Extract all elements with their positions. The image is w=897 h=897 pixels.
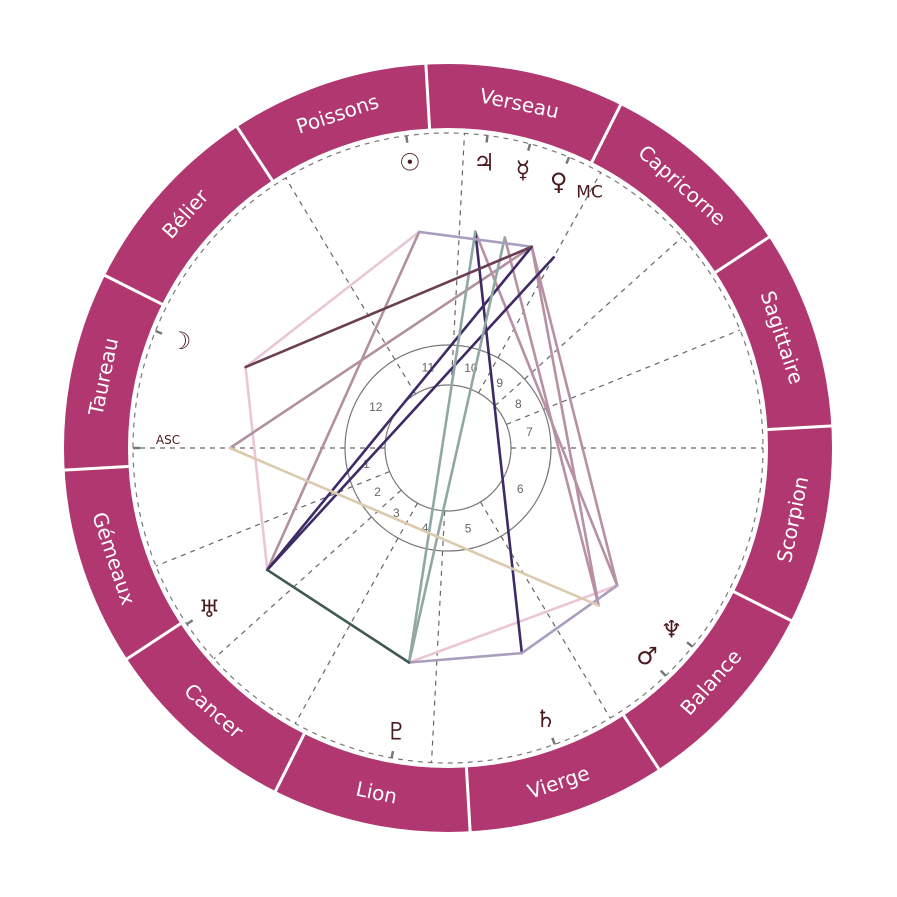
aspect-asc-mars (228, 446, 600, 607)
planet-glyphs: ☉ ♃ ☿ ♀ ☽ ♅ ♇ ♄ ♂♆ ASC MC (133, 135, 694, 759)
house-number: 7 (526, 425, 533, 439)
sun-icon: ☉ (399, 149, 421, 177)
aspect-jupiter-saturn (474, 230, 524, 655)
sign-divider (766, 424, 833, 432)
aspect-pluto-neptune (407, 584, 619, 664)
aspect-moon-uranus (244, 365, 269, 572)
sign-divider (63, 464, 130, 472)
degree-circle (132, 132, 764, 764)
house-number: 3 (393, 506, 400, 520)
sign-divider (732, 589, 793, 623)
house-cusp-5 (430, 510, 446, 763)
house-cusp-4 (294, 502, 418, 724)
aspect-pluto-saturn (407, 651, 524, 664)
moon-icon: ☽ (170, 327, 192, 355)
aspect-venus-mars (530, 245, 600, 607)
pluto-icon: ♇ (386, 717, 408, 745)
sign-divider (713, 235, 771, 275)
house-number: 2 (374, 485, 381, 499)
sign-divider (589, 103, 623, 164)
sign-divider (424, 63, 432, 130)
venus-icon: ♀ (550, 168, 568, 196)
house-number: 5 (465, 522, 472, 536)
mercury-tick (527, 143, 532, 151)
house-cusp-12 (285, 177, 417, 395)
aspect-asc-venus (228, 245, 534, 450)
house-cusp-2 (155, 471, 390, 567)
sign-divider (273, 732, 307, 793)
aspect-moon-venus (244, 245, 534, 369)
moon-tick (155, 329, 163, 335)
uranus-icon: ♅ (198, 595, 220, 623)
neptune-tick (686, 641, 694, 648)
sign-divider (621, 713, 661, 771)
house-cusp-10 (478, 172, 602, 394)
aspect-pluto-jupiter (407, 230, 477, 664)
aspect-uranus-mc (265, 256, 555, 572)
aspect-saturn-neptune (520, 584, 619, 655)
saturn-tick (551, 737, 556, 745)
sign-divider (464, 766, 472, 833)
sun-tick (405, 135, 409, 143)
aspect-pluto-mercury (407, 236, 507, 664)
house-number: 1 (363, 457, 370, 471)
pluto-tick (390, 750, 395, 759)
zodiac-ring-band (64, 64, 832, 832)
uranus-tick (186, 619, 194, 626)
sign-divider (235, 125, 275, 183)
venus-tick (565, 156, 571, 165)
house-cusp-6 (479, 501, 611, 719)
mars-tick (659, 669, 667, 677)
sign-divider (103, 273, 164, 307)
aspect-uranus-venus (265, 245, 534, 572)
mercury-icon: ☿ (516, 156, 531, 184)
mc-label: MC (576, 183, 603, 203)
sign-divider (125, 621, 183, 661)
mars-icon: ♂ (636, 642, 658, 670)
aspect-mercury-mars (503, 236, 600, 607)
dashed-circle (132, 132, 764, 764)
house-outer-circle (344, 344, 552, 552)
house-number: 6 (517, 482, 524, 496)
jupiter-tick (485, 135, 489, 143)
house-cusp-9 (494, 236, 683, 407)
house-number: 4 (422, 521, 429, 535)
saturn-icon: ♄ (535, 705, 557, 733)
aspect-venus-neptune (530, 245, 619, 587)
aspect-sun-venus (417, 230, 534, 249)
aspect-sun-moon (244, 230, 421, 369)
jupiter-icon: ♃ (473, 148, 495, 176)
house-cusp-3 (213, 489, 402, 660)
house-number: 9 (496, 376, 503, 390)
asc-label: ASC (156, 433, 180, 447)
aspect-jupiter-neptune (474, 230, 619, 587)
house-number: 8 (515, 397, 522, 411)
house-number: 12 (369, 400, 383, 414)
aspect-lines (228, 230, 619, 664)
aspect-sun-uranus (265, 230, 421, 572)
aspect-uranus-pluto (265, 568, 411, 664)
neptune-icon: ♆ (661, 616, 683, 644)
